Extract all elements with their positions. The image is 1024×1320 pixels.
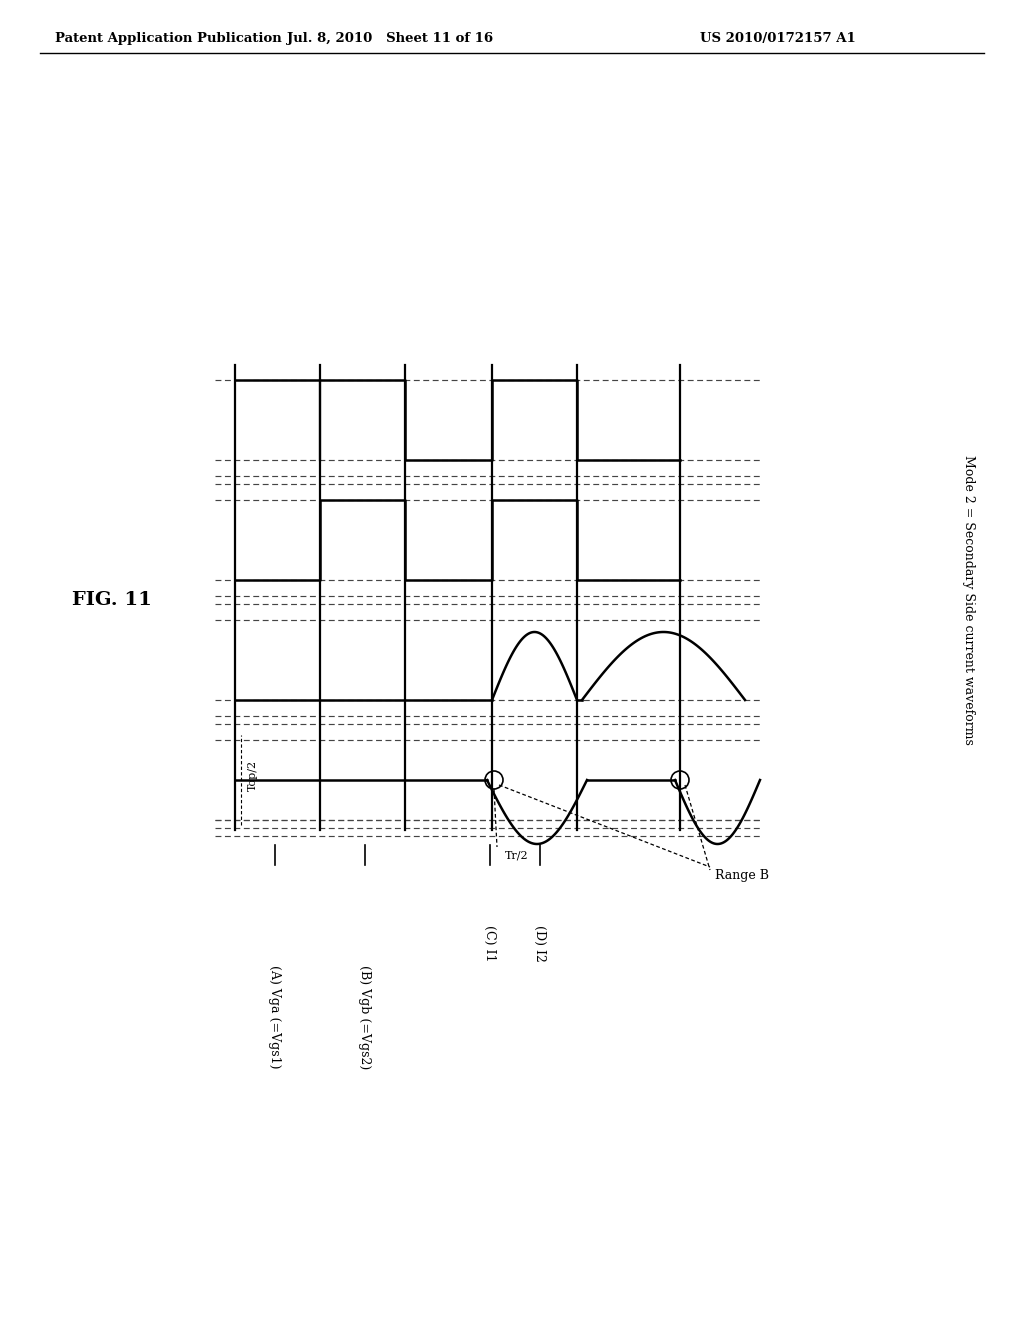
Text: Range B: Range B xyxy=(715,869,769,882)
Text: Top/2: Top/2 xyxy=(248,759,258,791)
Text: (C) I1: (C) I1 xyxy=(483,925,497,961)
Text: Jul. 8, 2010   Sheet 11 of 16: Jul. 8, 2010 Sheet 11 of 16 xyxy=(287,32,494,45)
Text: (B) Vgb (=Vgs2): (B) Vgb (=Vgs2) xyxy=(358,965,372,1069)
Text: Patent Application Publication: Patent Application Publication xyxy=(55,32,282,45)
Text: US 2010/0172157 A1: US 2010/0172157 A1 xyxy=(700,32,856,45)
Text: (A) Vga (=Vgs1): (A) Vga (=Vgs1) xyxy=(268,965,282,1068)
Text: Tr/2: Tr/2 xyxy=(505,850,528,861)
Text: (D) I2: (D) I2 xyxy=(534,925,547,962)
Text: FIG. 11: FIG. 11 xyxy=(72,591,152,609)
Text: Mode 2 = Secondary Side current waveforms: Mode 2 = Secondary Side current waveform… xyxy=(962,455,975,744)
